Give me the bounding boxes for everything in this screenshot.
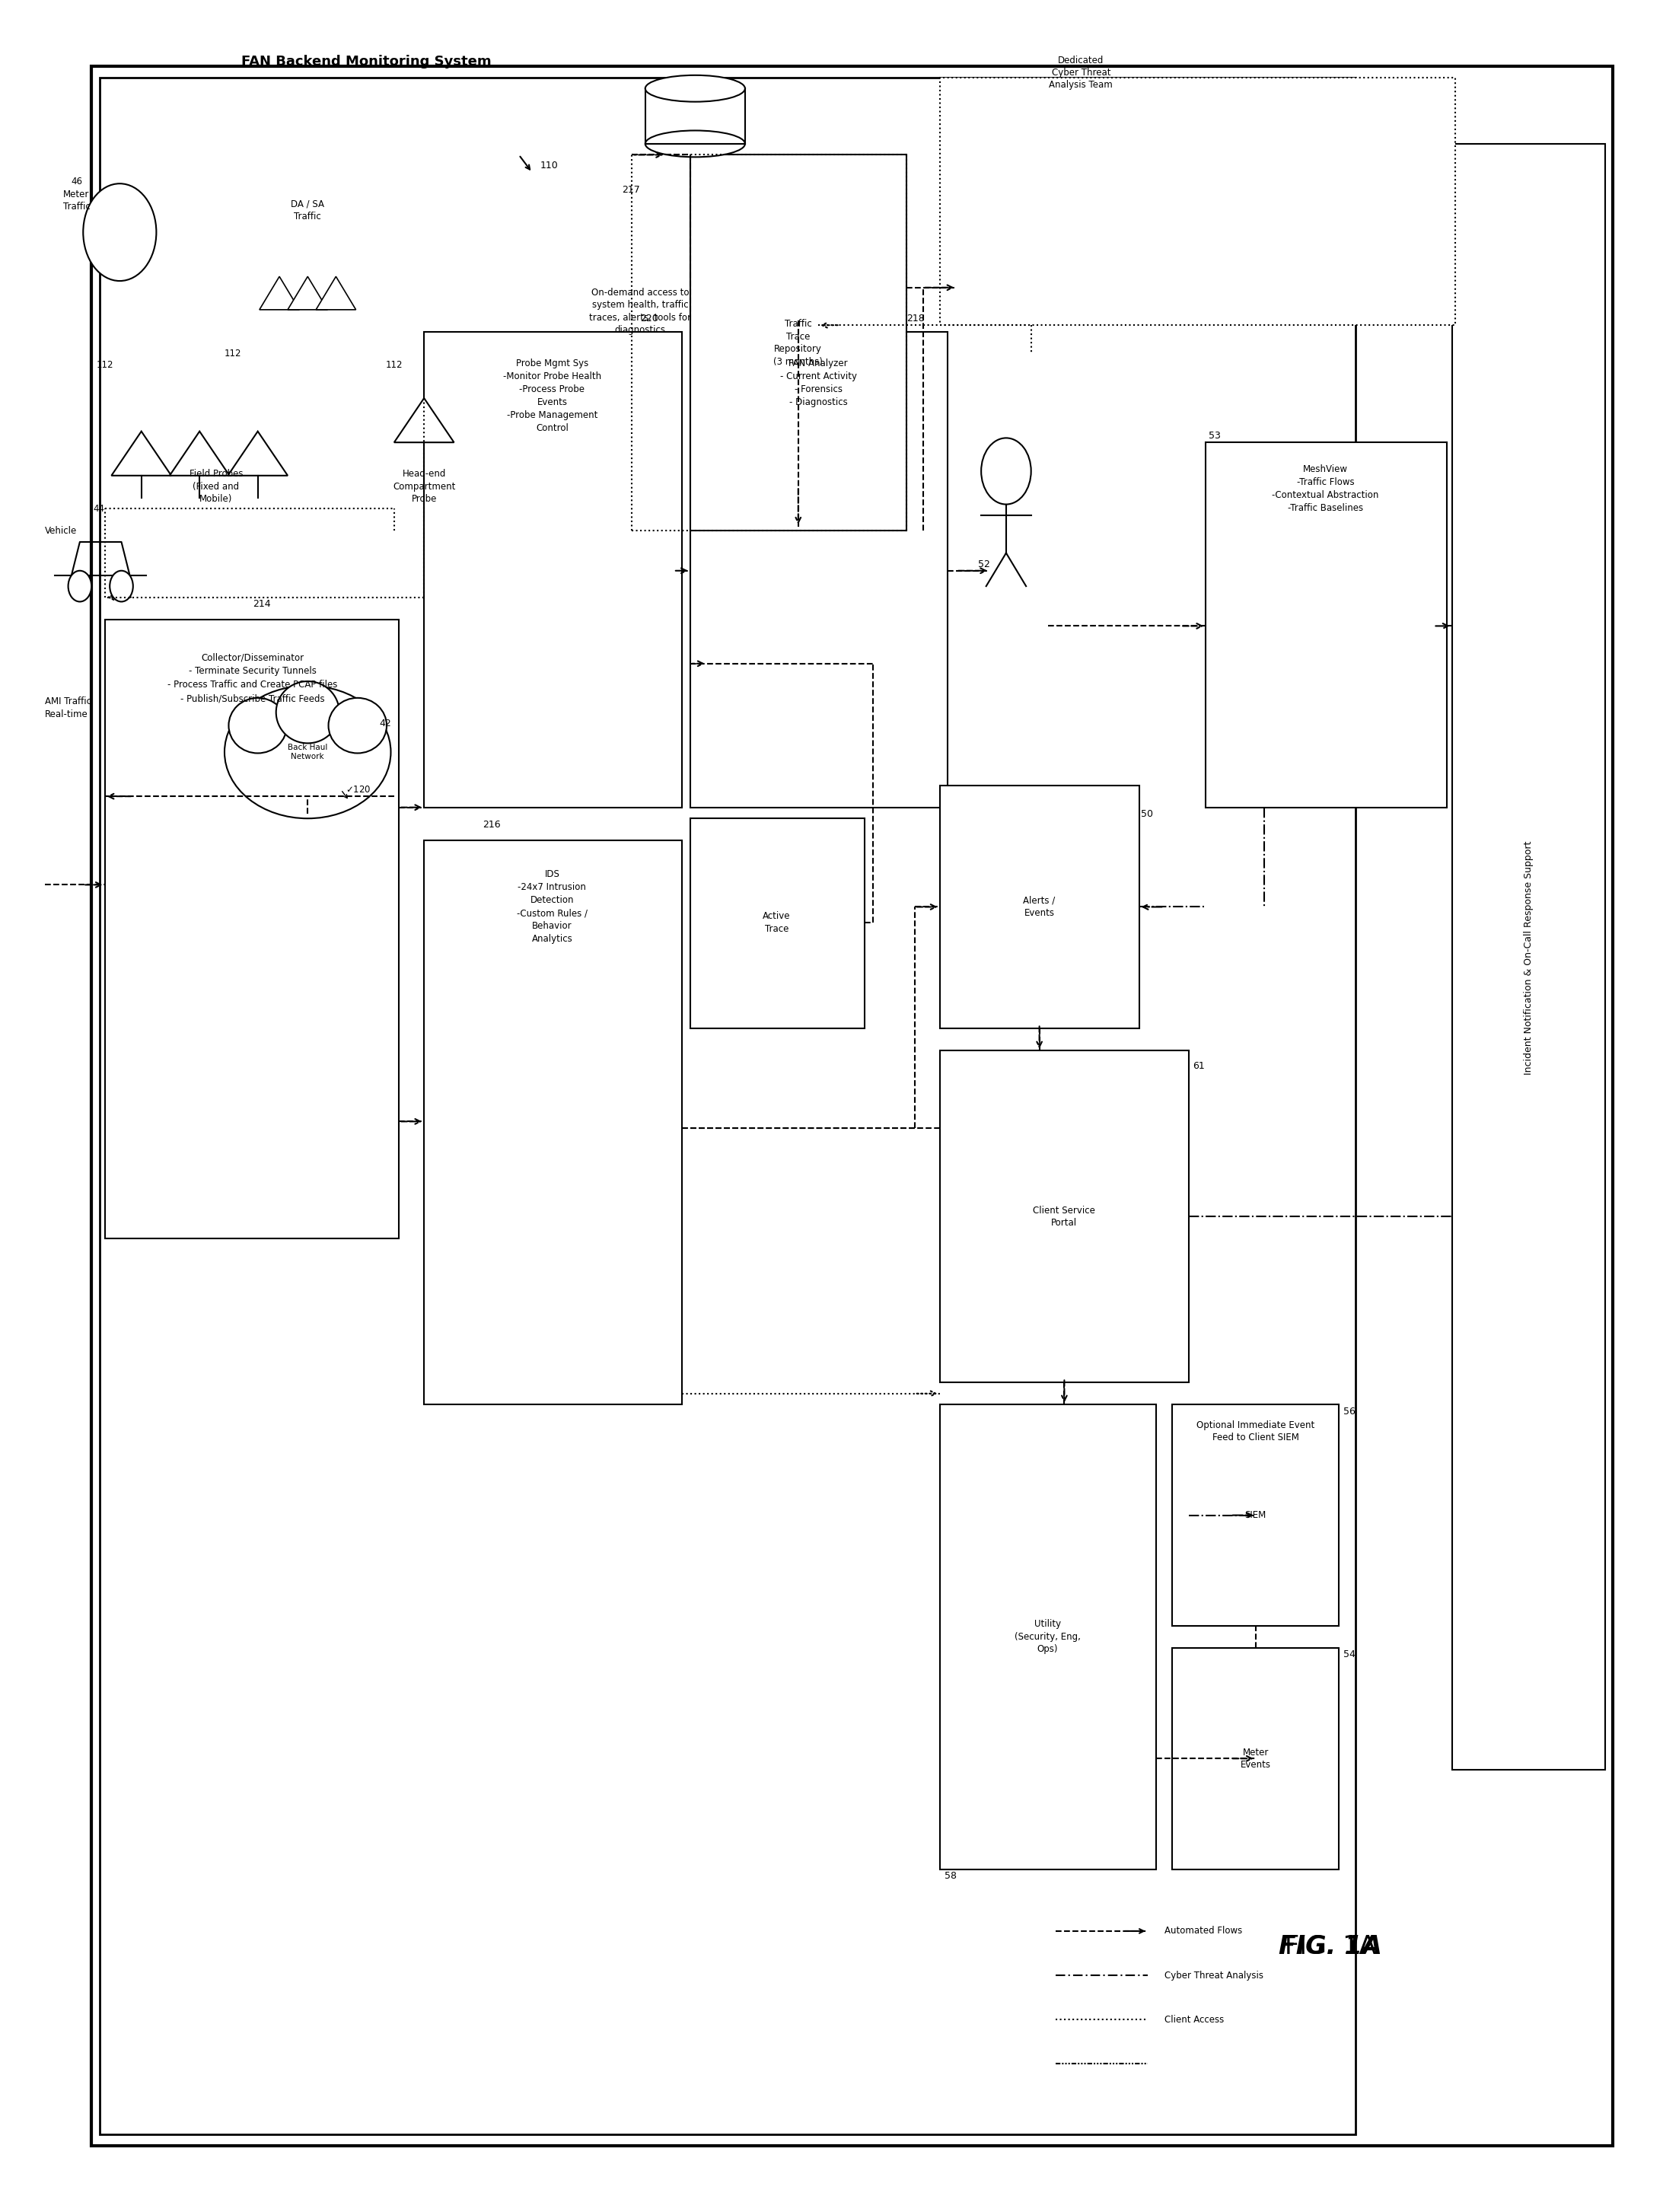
Text: 112: 112 xyxy=(96,361,113,369)
Circle shape xyxy=(110,571,133,602)
Text: Probe Mgmt Sys
-Monitor Probe Health
-Process Probe
Events
-Probe Management
Con: Probe Mgmt Sys -Monitor Probe Health -Pr… xyxy=(502,358,602,434)
Text: Meter
Events: Meter Events xyxy=(1241,1747,1271,1770)
Text: Alerts /
Events: Alerts / Events xyxy=(1023,896,1056,918)
Circle shape xyxy=(68,571,91,602)
Ellipse shape xyxy=(645,75,745,102)
Circle shape xyxy=(981,438,1031,504)
Text: Client Service
Portal: Client Service Portal xyxy=(1033,1206,1096,1228)
Text: IDS
-24x7 Intrusion
Detection
-Custom Rules /
Behavior
Analytics: IDS -24x7 Intrusion Detection -Custom Ru… xyxy=(517,869,587,945)
Text: 56: 56 xyxy=(1344,1407,1355,1416)
Text: Optional Immediate Event
Feed to Client SIEM: Optional Immediate Event Feed to Client … xyxy=(1196,1420,1315,1442)
Text: Field Probes
(Fixed and
Mobile): Field Probes (Fixed and Mobile) xyxy=(190,469,243,504)
Ellipse shape xyxy=(328,699,386,752)
Polygon shape xyxy=(111,431,171,476)
Bar xyxy=(690,155,906,531)
Text: 44: 44 xyxy=(93,504,105,513)
Text: 220: 220 xyxy=(640,314,659,323)
Text: 61: 61 xyxy=(1192,1062,1204,1071)
Text: FAN Analyzer
- Current Activity
- Forensics
- Diagnostics: FAN Analyzer - Current Activity - Forens… xyxy=(780,358,856,407)
Text: FIG. 1A: FIG. 1A xyxy=(1279,1933,1382,1960)
Text: 50: 50 xyxy=(1141,810,1152,818)
Text: Dedicated
Cyber Threat
Analysis Team: Dedicated Cyber Threat Analysis Team xyxy=(1049,55,1113,88)
Polygon shape xyxy=(259,276,299,310)
Text: Incident Notification & On-Call Response Support: Incident Notification & On-Call Response… xyxy=(1523,841,1533,1075)
Text: 216: 216 xyxy=(482,821,501,830)
Bar xyxy=(940,1051,1189,1382)
Text: Utility
(Security, Eng,
Ops): Utility (Security, Eng, Ops) xyxy=(1014,1619,1081,1655)
Text: MeshView
-Traffic Flows
-Contextual Abstraction
-Traffic Baselines: MeshView -Traffic Flows -Contextual Abst… xyxy=(1272,465,1379,513)
Text: Client Access: Client Access xyxy=(1164,2015,1224,2024)
Polygon shape xyxy=(288,276,328,310)
Text: Head-end
Compartment
Probe: Head-end Compartment Probe xyxy=(392,469,456,504)
Text: $\checkmark$120: $\checkmark$120 xyxy=(346,785,371,794)
Polygon shape xyxy=(394,398,454,442)
Text: 217: 217 xyxy=(622,186,640,195)
Text: 42: 42 xyxy=(379,719,391,728)
Text: 214: 214 xyxy=(253,599,271,608)
Text: Vehicle: Vehicle xyxy=(45,526,76,535)
Polygon shape xyxy=(316,276,356,310)
Bar xyxy=(105,619,399,1239)
Text: DA / SA
Traffic: DA / SA Traffic xyxy=(291,199,324,221)
Bar xyxy=(1172,1405,1339,1626)
Text: 112: 112 xyxy=(386,361,402,369)
Text: Automated Flows: Automated Flows xyxy=(1164,1927,1242,1936)
Text: Collector/Disseminator
- Terminate Security Tunnels
- Process Traffic and Create: Collector/Disseminator - Terminate Secur… xyxy=(168,653,338,703)
Text: On-demand access to
system health, traffic
traces, alerts, tools for
diagnostics: On-demand access to system health, traff… xyxy=(589,288,692,336)
Ellipse shape xyxy=(276,681,339,743)
Ellipse shape xyxy=(645,131,745,157)
Bar xyxy=(1206,442,1447,807)
Text: Back Haul
Network: Back Haul Network xyxy=(288,743,328,761)
Bar xyxy=(940,1405,1156,1869)
Bar xyxy=(690,818,865,1029)
Polygon shape xyxy=(170,431,229,476)
Bar xyxy=(940,785,1139,1029)
Circle shape xyxy=(83,184,156,281)
Text: 218: 218 xyxy=(906,314,925,323)
Text: Cyber Threat Analysis: Cyber Threat Analysis xyxy=(1164,1971,1262,1980)
Text: FIG. 1A: FIG. 1A xyxy=(1284,1933,1377,1960)
Bar xyxy=(690,332,948,807)
Text: SIEM: SIEM xyxy=(1246,1511,1266,1520)
Bar xyxy=(100,77,1355,2135)
Bar xyxy=(940,77,1455,325)
Text: Traffic
Trace
Repository
(3 months): Traffic Trace Repository (3 months) xyxy=(773,319,823,367)
Bar xyxy=(424,332,682,807)
Text: 112: 112 xyxy=(225,349,241,358)
Ellipse shape xyxy=(225,686,391,818)
Text: FAN Backend Monitoring System: FAN Backend Monitoring System xyxy=(241,55,491,69)
Text: 52: 52 xyxy=(978,560,989,568)
Text: 46
Meter
Traffic: 46 Meter Traffic xyxy=(63,177,90,212)
Bar xyxy=(424,841,682,1405)
Text: AMI Traffic
Real-time: AMI Traffic Real-time xyxy=(45,697,91,719)
Text: 110: 110 xyxy=(540,161,559,170)
Text: 58: 58 xyxy=(945,1871,956,1880)
Text: Active
Trace: Active Trace xyxy=(763,911,790,933)
Bar xyxy=(1452,144,1605,1770)
Ellipse shape xyxy=(229,699,288,752)
Text: 53: 53 xyxy=(1209,431,1221,440)
Bar xyxy=(1172,1648,1339,1869)
Polygon shape xyxy=(228,431,288,476)
Text: 54: 54 xyxy=(1344,1650,1355,1659)
